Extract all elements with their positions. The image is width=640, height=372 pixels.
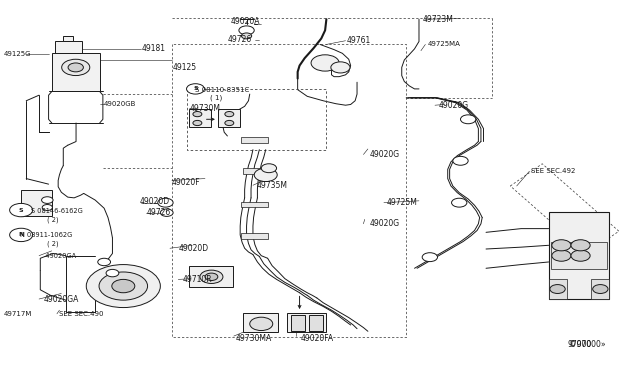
Text: 49726: 49726 xyxy=(227,35,252,44)
Bar xyxy=(21,190,52,217)
Text: 49730M: 49730M xyxy=(189,104,221,113)
Circle shape xyxy=(254,168,277,182)
Circle shape xyxy=(186,84,204,94)
Text: SEE SEC.492: SEE SEC.492 xyxy=(531,168,575,174)
Bar xyxy=(591,279,609,299)
Text: 49181: 49181 xyxy=(141,44,165,53)
Circle shape xyxy=(10,203,33,217)
Text: 49730MA: 49730MA xyxy=(236,334,272,343)
Circle shape xyxy=(86,264,161,308)
Text: 49020A: 49020A xyxy=(230,17,260,26)
Circle shape xyxy=(452,198,467,207)
Circle shape xyxy=(239,26,254,35)
Circle shape xyxy=(106,269,119,277)
Text: 49723M: 49723M xyxy=(422,15,453,24)
Text: ©97000»: ©97000» xyxy=(570,340,606,349)
Bar xyxy=(548,279,566,299)
Circle shape xyxy=(571,250,590,261)
Text: 49735M: 49735M xyxy=(256,181,287,190)
Bar xyxy=(308,315,323,331)
Circle shape xyxy=(205,273,218,280)
Text: 49717M: 49717M xyxy=(4,311,32,317)
Text: 49125G: 49125G xyxy=(4,51,31,57)
Circle shape xyxy=(311,55,339,71)
Circle shape xyxy=(241,33,252,39)
Circle shape xyxy=(99,272,148,300)
Text: 49020D: 49020D xyxy=(178,244,209,253)
Circle shape xyxy=(61,59,90,76)
Text: 97000: 97000 xyxy=(568,340,592,349)
Circle shape xyxy=(550,285,565,294)
Bar xyxy=(548,212,609,299)
Bar xyxy=(189,266,232,287)
Bar xyxy=(241,202,268,208)
Bar xyxy=(241,137,268,142)
Circle shape xyxy=(42,197,53,203)
Text: N: N xyxy=(19,232,24,237)
Text: ( 2): ( 2) xyxy=(47,217,59,223)
Bar xyxy=(287,313,326,333)
Bar xyxy=(63,36,74,41)
Circle shape xyxy=(158,198,173,207)
Text: 49725MA: 49725MA xyxy=(428,41,460,47)
Circle shape xyxy=(261,164,276,173)
Circle shape xyxy=(10,228,33,241)
Circle shape xyxy=(552,240,571,251)
Bar xyxy=(218,109,240,127)
Text: S: S xyxy=(19,208,24,212)
Circle shape xyxy=(461,115,476,124)
Circle shape xyxy=(193,112,202,117)
Bar xyxy=(243,313,278,333)
Text: 49020F: 49020F xyxy=(172,178,200,187)
Text: 49020D: 49020D xyxy=(140,197,170,206)
Text: ( 1): ( 1) xyxy=(210,94,223,101)
Circle shape xyxy=(225,112,234,117)
Bar xyxy=(55,41,82,52)
Bar xyxy=(189,109,211,127)
Circle shape xyxy=(42,205,52,211)
Text: 49020G: 49020G xyxy=(370,150,400,159)
Circle shape xyxy=(225,121,234,126)
Bar xyxy=(241,233,268,239)
Text: 49125: 49125 xyxy=(173,63,197,72)
Circle shape xyxy=(98,258,111,266)
Bar xyxy=(291,315,305,331)
Text: N 08911-1062G: N 08911-1062G xyxy=(20,232,72,238)
Text: 49725M: 49725M xyxy=(387,198,418,207)
Text: ( 2): ( 2) xyxy=(47,240,59,247)
Circle shape xyxy=(331,62,350,73)
Text: 49020FA: 49020FA xyxy=(301,334,334,343)
Circle shape xyxy=(161,209,173,217)
Text: 49020GA: 49020GA xyxy=(44,295,79,304)
Bar xyxy=(243,168,270,174)
Text: 49761: 49761 xyxy=(347,36,371,45)
Circle shape xyxy=(552,250,571,261)
Circle shape xyxy=(68,63,83,72)
Text: -49020GA: -49020GA xyxy=(44,253,77,259)
Circle shape xyxy=(422,253,438,262)
Bar xyxy=(52,52,100,92)
Circle shape xyxy=(250,317,273,331)
Text: 49020GB: 49020GB xyxy=(104,102,136,108)
Circle shape xyxy=(193,121,202,126)
Text: S: S xyxy=(193,86,198,92)
Circle shape xyxy=(453,156,468,165)
Circle shape xyxy=(112,279,135,293)
Bar xyxy=(551,241,607,269)
Text: SEE SEC.490: SEE SEC.490 xyxy=(60,311,104,317)
Text: 49020G: 49020G xyxy=(370,219,400,228)
Text: 49020G: 49020G xyxy=(438,101,468,110)
Text: 49726: 49726 xyxy=(147,208,170,217)
Circle shape xyxy=(593,285,608,294)
Text: 49710R: 49710R xyxy=(182,275,212,284)
Circle shape xyxy=(200,270,223,283)
Text: S 08146-6162G: S 08146-6162G xyxy=(31,208,83,214)
Text: S 08110-8351C: S 08110-8351C xyxy=(195,87,250,93)
Circle shape xyxy=(571,240,590,251)
